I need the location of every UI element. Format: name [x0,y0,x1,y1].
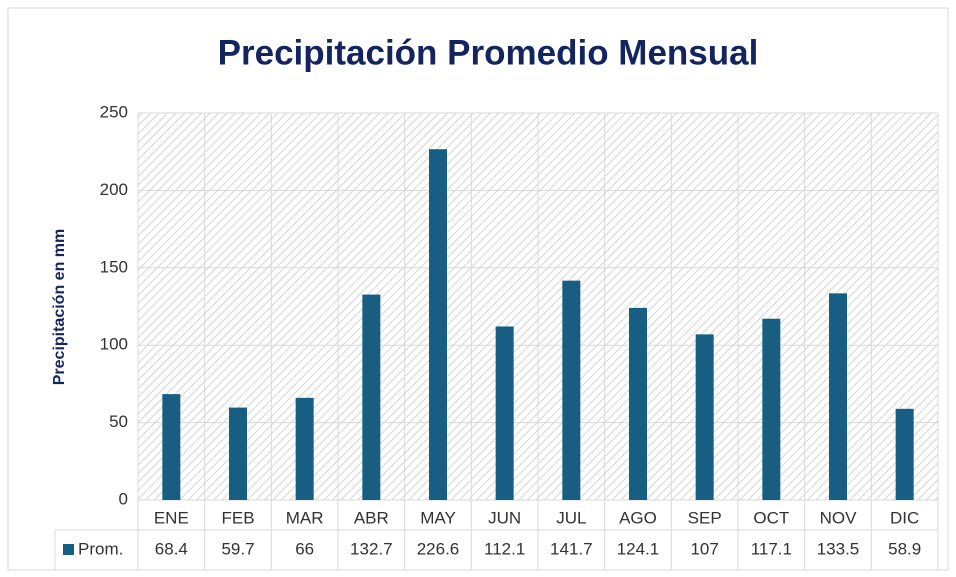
table-value: 117.1 [751,539,792,558]
bar [829,293,847,500]
table-value: 133.5 [817,539,860,558]
x-tick-label: FEB [221,508,254,527]
legend-label: Prom. [78,539,123,558]
x-tick-label: AGO [619,508,657,527]
legend-swatch [63,544,74,555]
table-value: 59.7 [221,539,254,558]
x-tick-label: JUN [488,508,521,527]
bar [629,307,647,500]
chart-title: Precipitación Promedio Mensual [218,33,759,72]
bar [895,408,914,500]
x-tick-label: JUL [556,508,586,527]
table-value: 68.4 [155,539,188,558]
y-tick-label: 0 [119,489,128,508]
table-value: 132.7 [350,539,393,558]
bar [295,397,314,500]
x-tick-label: MAR [286,508,324,527]
y-axis-label: Precipitación en mm [51,229,68,386]
x-tick-label: SEP [688,508,722,527]
y-tick-label: 100 [100,335,128,354]
table-value: 112.1 [484,539,525,558]
y-tick-label: 150 [100,257,128,276]
bar [362,294,381,500]
table-value: 226.6 [417,539,460,558]
bar [695,334,714,500]
bar [162,394,181,500]
bar [229,407,247,500]
y-tick-label: 250 [100,102,128,121]
table-value: 58.9 [888,539,921,558]
x-tick-label: OCT [753,508,789,527]
y-tick-label: 200 [100,180,128,199]
table-value: 66 [295,539,314,558]
x-tick-label: DIC [890,508,919,527]
bar [562,280,581,500]
table-value: 141.7 [550,539,593,558]
x-tick-label: ABR [354,508,389,527]
table-value: 124.1 [617,539,660,558]
bar [429,149,447,500]
bar [762,318,781,500]
x-tick-label: MAY [420,508,456,527]
bar [495,326,514,500]
x-tick-label: NOV [820,508,858,527]
y-tick-label: 50 [109,412,128,431]
x-tick-label: ENE [154,508,189,527]
table-value: 107 [690,539,718,558]
